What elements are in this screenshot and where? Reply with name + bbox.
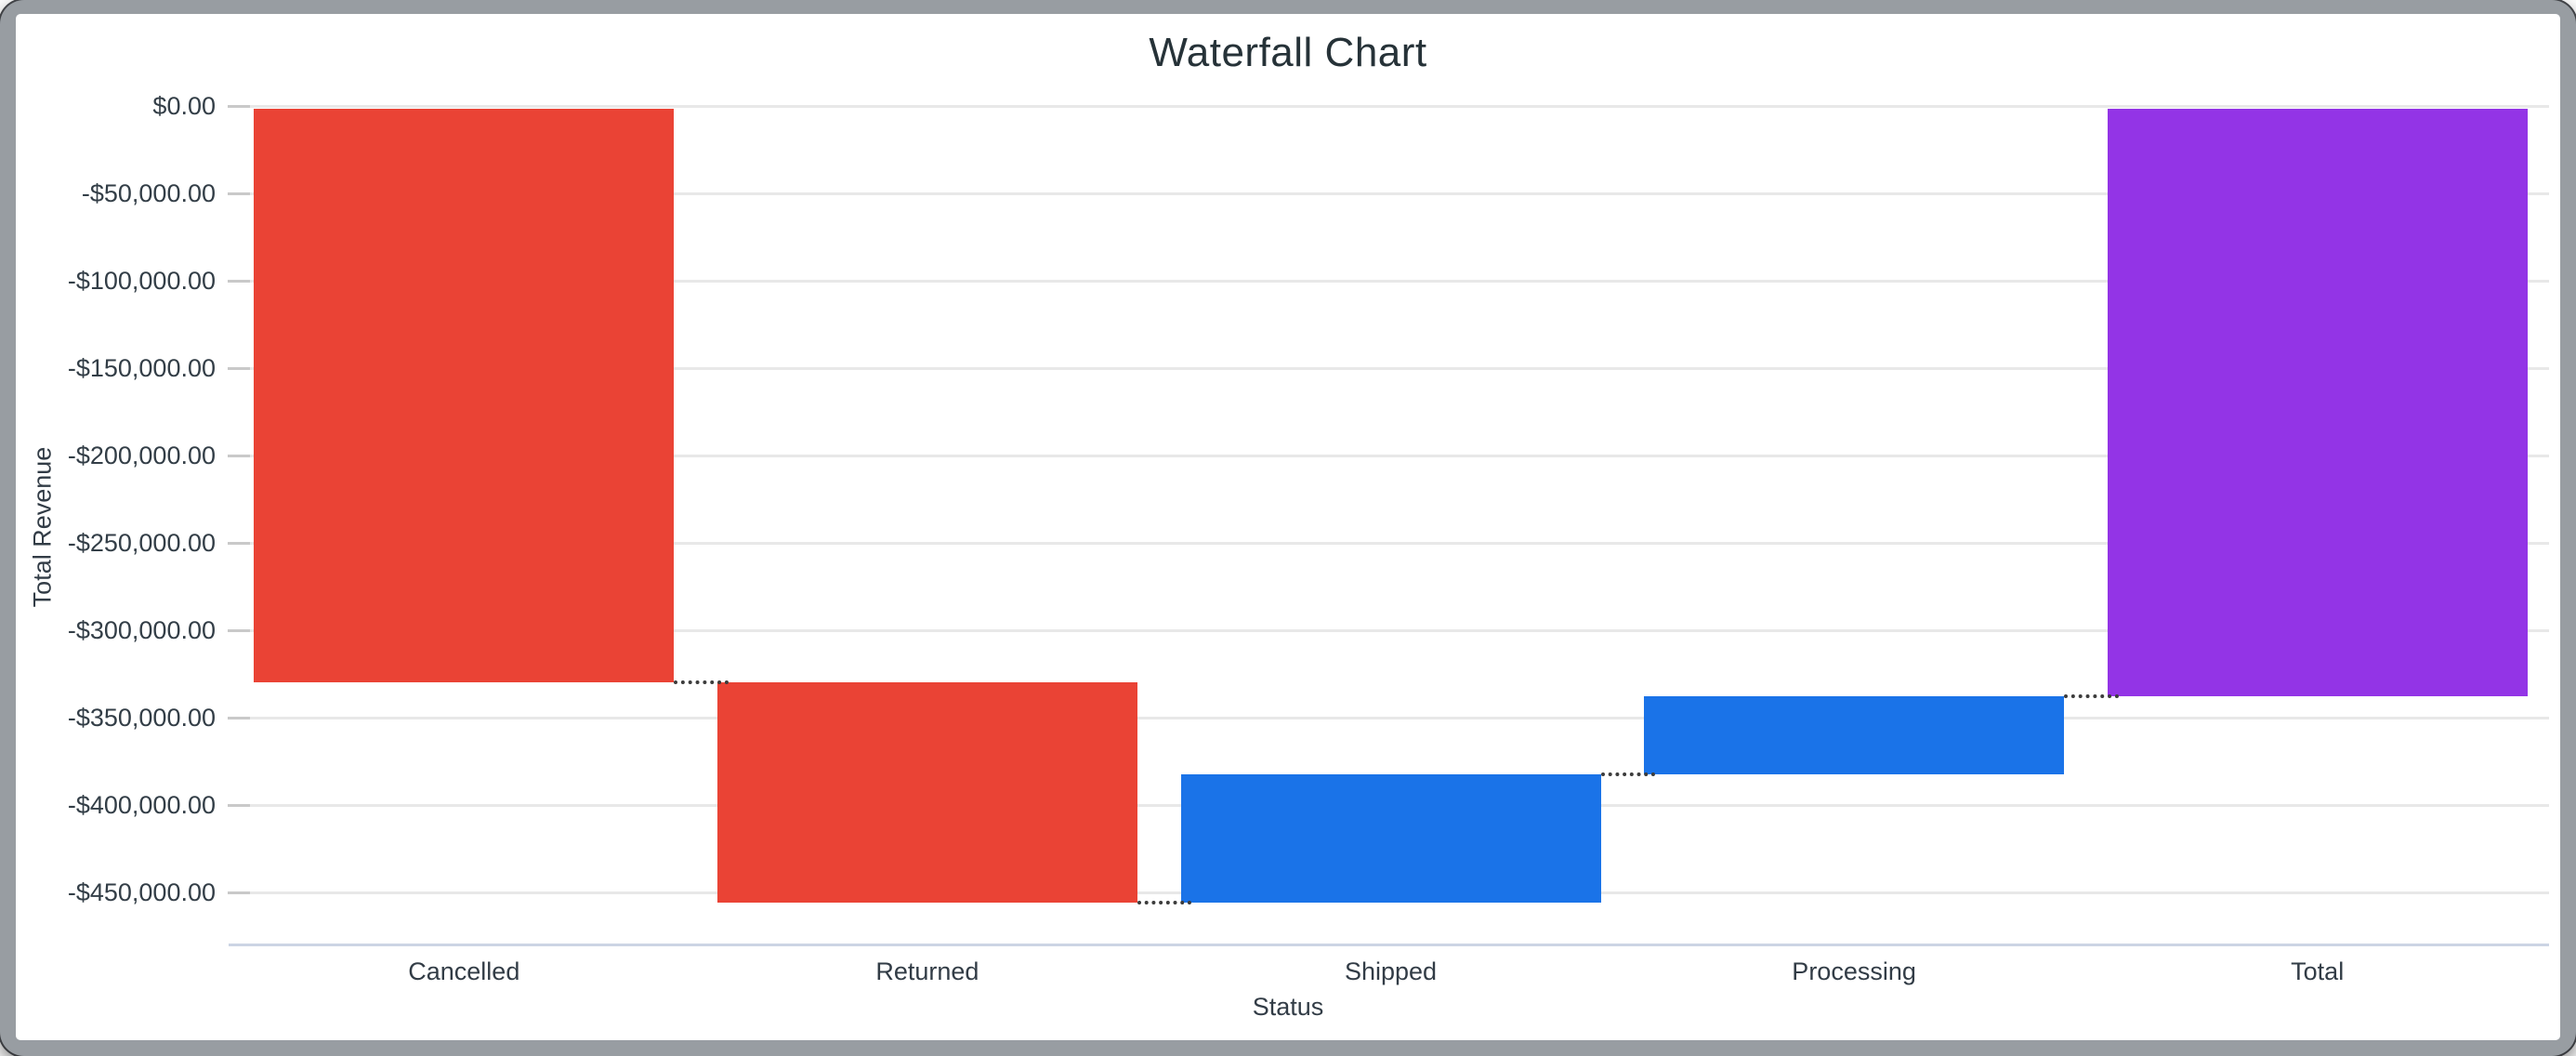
y-tick-label: -$350,000.00 (67, 704, 216, 732)
bar-shipped[interactable] (1180, 774, 1601, 903)
y-axis-tick (228, 629, 250, 632)
bar-returned[interactable] (716, 681, 1137, 903)
gridline (232, 717, 2549, 719)
waterfall-connector (1600, 772, 1656, 777)
y-axis-tick (228, 891, 250, 894)
x-axis-title: Status (1252, 993, 1324, 1021)
y-axis-tick (228, 105, 250, 108)
y-axis-tick (228, 280, 250, 283)
y-axis-tick (228, 804, 250, 807)
gridline (232, 105, 2549, 108)
bar-cancelled[interactable] (254, 109, 675, 682)
bar-total[interactable] (2107, 109, 2528, 696)
y-tick-label: -$150,000.00 (67, 354, 216, 382)
waterfall-connector (1137, 900, 1192, 904)
y-tick-label: -$100,000.00 (67, 267, 216, 295)
y-axis-tick (228, 455, 250, 457)
x-tick-label-cancelled: Cancelled (408, 957, 520, 985)
waterfall-connector (674, 680, 729, 684)
y-tick-label: -$200,000.00 (67, 442, 216, 469)
y-tick-label: -$50,000.00 (81, 179, 216, 207)
x-tick-label-returned: Returned (875, 957, 979, 985)
y-tick-label: -$400,000.00 (67, 791, 216, 819)
gridline (232, 455, 2549, 457)
y-axis-tick (228, 542, 250, 545)
y-tick-label: -$300,000.00 (67, 616, 216, 644)
chart-title: Waterfall Chart (1149, 30, 1427, 75)
gridline (232, 367, 2549, 370)
y-tick-label: -$250,000.00 (67, 529, 216, 557)
x-axis-line (229, 944, 2549, 946)
gridline (232, 542, 2549, 545)
y-axis-tick (228, 192, 250, 195)
y-tick-label: $0.00 (152, 92, 216, 120)
waterfall-connector (2064, 693, 2119, 698)
y-axis-tick (228, 717, 250, 719)
y-axis-tick (228, 367, 250, 370)
gridline (232, 629, 2549, 632)
gridline (232, 280, 2549, 283)
y-tick-label: -$450,000.00 (67, 878, 216, 906)
x-tick-label-processing: Processing (1792, 957, 1916, 985)
y-axis-title: Total Revenue (28, 446, 57, 608)
gridline (232, 192, 2549, 195)
bar-processing[interactable] (1644, 695, 2065, 775)
x-tick-label-total: Total (2291, 957, 2345, 985)
x-tick-label-shipped: Shipped (1344, 957, 1438, 985)
